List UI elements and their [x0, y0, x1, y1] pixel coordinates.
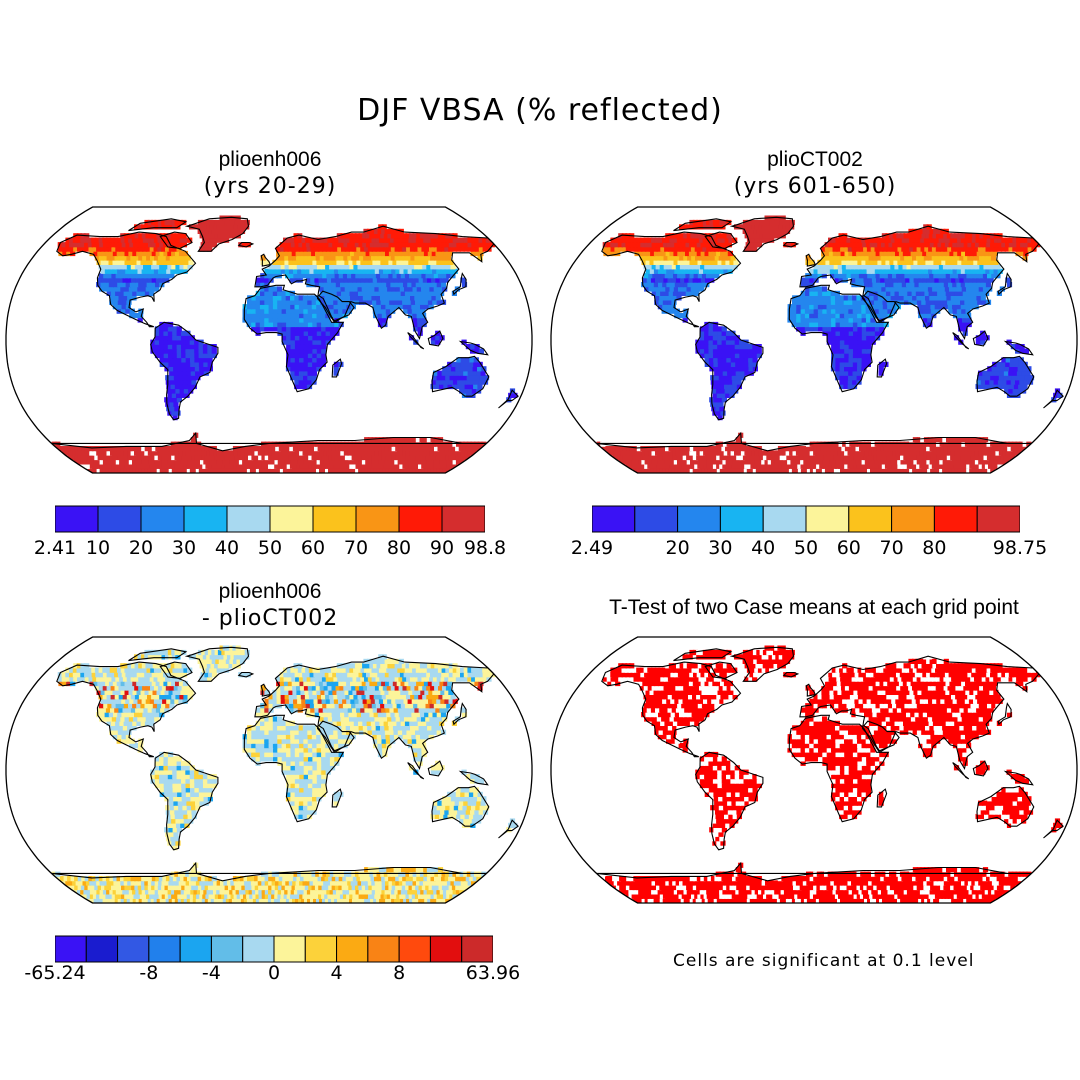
map-land-cells	[596, 215, 1063, 473]
colorbar-tick-label: 4	[330, 962, 343, 984]
colorbar-swatch	[805, 505, 850, 533]
colorbar-swatch	[355, 505, 400, 533]
panel2-case-name: plioCT002	[767, 148, 863, 171]
colorbar-tick-label: 80	[386, 537, 412, 559]
colorbar-tick-label: 50	[793, 537, 819, 559]
colorbar-swatch	[210, 935, 244, 963]
colorbar-tick-label: 98.8	[463, 537, 507, 559]
coastlines	[596, 216, 1064, 452]
colorbar-swatch	[848, 505, 893, 533]
panel1-subtitle: (yrs 20-29)	[203, 174, 337, 199]
colorbar-swatch	[304, 935, 338, 963]
colorbar-tick-label: 10	[85, 537, 111, 559]
map-land-cells	[51, 645, 518, 903]
colorbar-tick-label: 2.41	[33, 537, 77, 559]
colorbar-swatch	[85, 935, 119, 963]
map-frame	[5, 206, 533, 474]
colorbar-swatch	[97, 505, 142, 533]
colorbar-swatch	[226, 505, 271, 533]
map-frame	[550, 636, 1078, 904]
colorbar-tick-label: 63.96	[465, 962, 521, 984]
colorbar-tick-label: 20	[665, 537, 690, 559]
colorbar-tick-label: 60	[300, 537, 326, 559]
panel4-significance-note: Cells are significant at 0.1 level	[673, 951, 975, 971]
colorbar-swatch	[183, 505, 228, 533]
colorbar-swatch	[719, 505, 764, 533]
colorbar-tick-label: -8	[139, 962, 159, 984]
panel1-colorbar	[55, 505, 485, 533]
colorbar-swatch	[634, 505, 679, 533]
panel3-subtitle: - plioCT002	[201, 606, 339, 631]
colorbar-swatch	[461, 935, 493, 963]
colorbar-swatch	[398, 505, 443, 533]
colorbar-swatch	[55, 505, 99, 533]
colorbar-swatch	[891, 505, 935, 533]
colorbar-swatch	[336, 935, 369, 963]
panel4-map	[550, 636, 1078, 904]
panel2-subtitle: (yrs 601-650)	[733, 174, 897, 199]
colorbar-swatch	[592, 505, 636, 533]
coastlines	[596, 646, 1064, 882]
colorbar-tick-label: 50	[257, 537, 283, 559]
colorbar-swatch	[179, 935, 212, 963]
panel1-case-name: plioenh006	[218, 148, 322, 171]
map-frame	[5, 636, 533, 904]
colorbar-swatch	[140, 505, 185, 533]
colorbar-swatch	[367, 935, 400, 963]
colorbar-tick-label: 90	[429, 537, 455, 559]
colorbar-swatch	[273, 935, 306, 963]
colorbar-tick-label: 30	[708, 537, 733, 559]
colorbar-swatch	[269, 505, 314, 533]
colorbar-tick-label: 70	[879, 537, 904, 559]
colorbar-swatch	[148, 935, 181, 963]
panel3-colorbar	[55, 935, 493, 963]
panel1-map	[5, 206, 533, 474]
colorbar-tick-label: 80	[922, 537, 947, 559]
panel3-map	[5, 636, 533, 904]
panel1-colorbar-labels: 2.41 10 20 30 40 50 60 70 80 90 98.8	[34, 537, 506, 563]
colorbar-tick-label: 0	[267, 962, 281, 984]
colorbar-tick-label: 60	[836, 537, 861, 559]
colorbar-swatch	[398, 935, 431, 963]
colorbar-swatch	[312, 505, 357, 533]
colorbar-tick-label: 2.49	[570, 537, 614, 559]
colorbar-swatch	[933, 505, 978, 533]
colorbar-swatch	[55, 935, 87, 963]
panel2-colorbar	[592, 505, 1020, 533]
colorbar-swatch	[429, 935, 463, 963]
coastlines	[51, 216, 519, 452]
colorbar-swatch	[117, 935, 150, 963]
colorbar-swatch	[762, 505, 807, 533]
colorbar-tick-label: 20	[128, 537, 154, 559]
colorbar-swatch	[441, 505, 485, 533]
coastlines	[51, 646, 519, 882]
colorbar-tick-label: 70	[343, 537, 369, 559]
panel2-colorbar-labels: 2.49 20 30 40 50 60 70 80 98.75	[571, 537, 1047, 563]
figure-title: DJF VBSA (% reflected)	[357, 93, 723, 128]
colorbar-tick-label: 98.75	[992, 537, 1048, 559]
panel3-case-name: plioenh006	[218, 580, 322, 603]
colorbar-tick-label: -65.24	[24, 962, 86, 984]
colorbar-tick-label: 30	[171, 537, 197, 559]
panel3-colorbar-labels: -65.24 -8 -4 0 4 8 63.96	[24, 962, 520, 988]
panel2-map	[550, 206, 1078, 474]
panel4-title: T-Test of two Case means at each grid po…	[609, 596, 1019, 619]
map-frame	[550, 206, 1078, 474]
colorbar-swatch	[242, 935, 275, 963]
colorbar-tick-label: 8	[393, 962, 406, 984]
colorbar-tick-label: 40	[751, 537, 776, 559]
colorbar-swatch	[677, 505, 721, 533]
colorbar-tick-label: -4	[201, 962, 221, 984]
colorbar-tick-label: 40	[214, 537, 240, 559]
colorbar-swatch	[976, 505, 1020, 533]
